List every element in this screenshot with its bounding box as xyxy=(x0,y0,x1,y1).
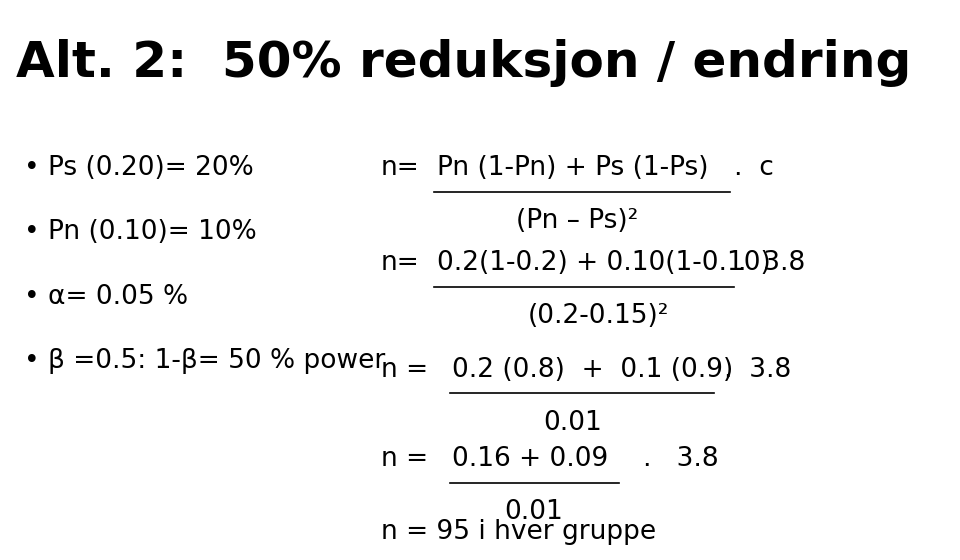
Text: .  c: . c xyxy=(734,155,774,181)
Text: .  3.8: . 3.8 xyxy=(724,357,791,382)
Text: •: • xyxy=(24,284,39,310)
Text: n=: n= xyxy=(381,155,420,181)
Text: Pn (0.10)= 10%: Pn (0.10)= 10% xyxy=(48,220,256,245)
Text: 0.01: 0.01 xyxy=(504,500,563,525)
Text: 0.2 (0.8)  +  0.1 (0.9): 0.2 (0.8) + 0.1 (0.9) xyxy=(452,357,733,382)
Text: (0.2-0.15)²: (0.2-0.15)² xyxy=(528,304,669,329)
Text: Pn (1-Pn) + Ps (1-Ps): Pn (1-Pn) + Ps (1-Ps) xyxy=(437,155,708,181)
Text: 0.2(1-0.2) + 0.10(1-0.10): 0.2(1-0.2) + 0.10(1-0.10) xyxy=(437,250,770,276)
Text: n = 95 i hver gruppe: n = 95 i hver gruppe xyxy=(381,519,656,545)
Text: Alt. 2:  50% reduksjon / endring: Alt. 2: 50% reduksjon / endring xyxy=(16,39,911,87)
Text: •: • xyxy=(24,348,39,374)
Text: Ps (0.20)= 20%: Ps (0.20)= 20% xyxy=(48,155,253,181)
Text: .  3.8: . 3.8 xyxy=(738,250,805,276)
Text: 0.16 + 0.09: 0.16 + 0.09 xyxy=(452,446,609,472)
Text: 0.01: 0.01 xyxy=(543,410,603,436)
Text: •: • xyxy=(24,155,39,181)
Text: n =: n = xyxy=(381,357,428,382)
Text: .   3.8: . 3.8 xyxy=(643,446,718,472)
Text: β =0.5: 1-β= 50 % power: β =0.5: 1-β= 50 % power xyxy=(48,348,385,374)
Text: α= 0.05 %: α= 0.05 % xyxy=(48,284,188,310)
Text: •: • xyxy=(24,220,39,245)
Text: n =: n = xyxy=(381,446,428,472)
Text: n=: n= xyxy=(381,250,420,276)
Text: (Pn – Ps)²: (Pn – Ps)² xyxy=(516,208,638,234)
